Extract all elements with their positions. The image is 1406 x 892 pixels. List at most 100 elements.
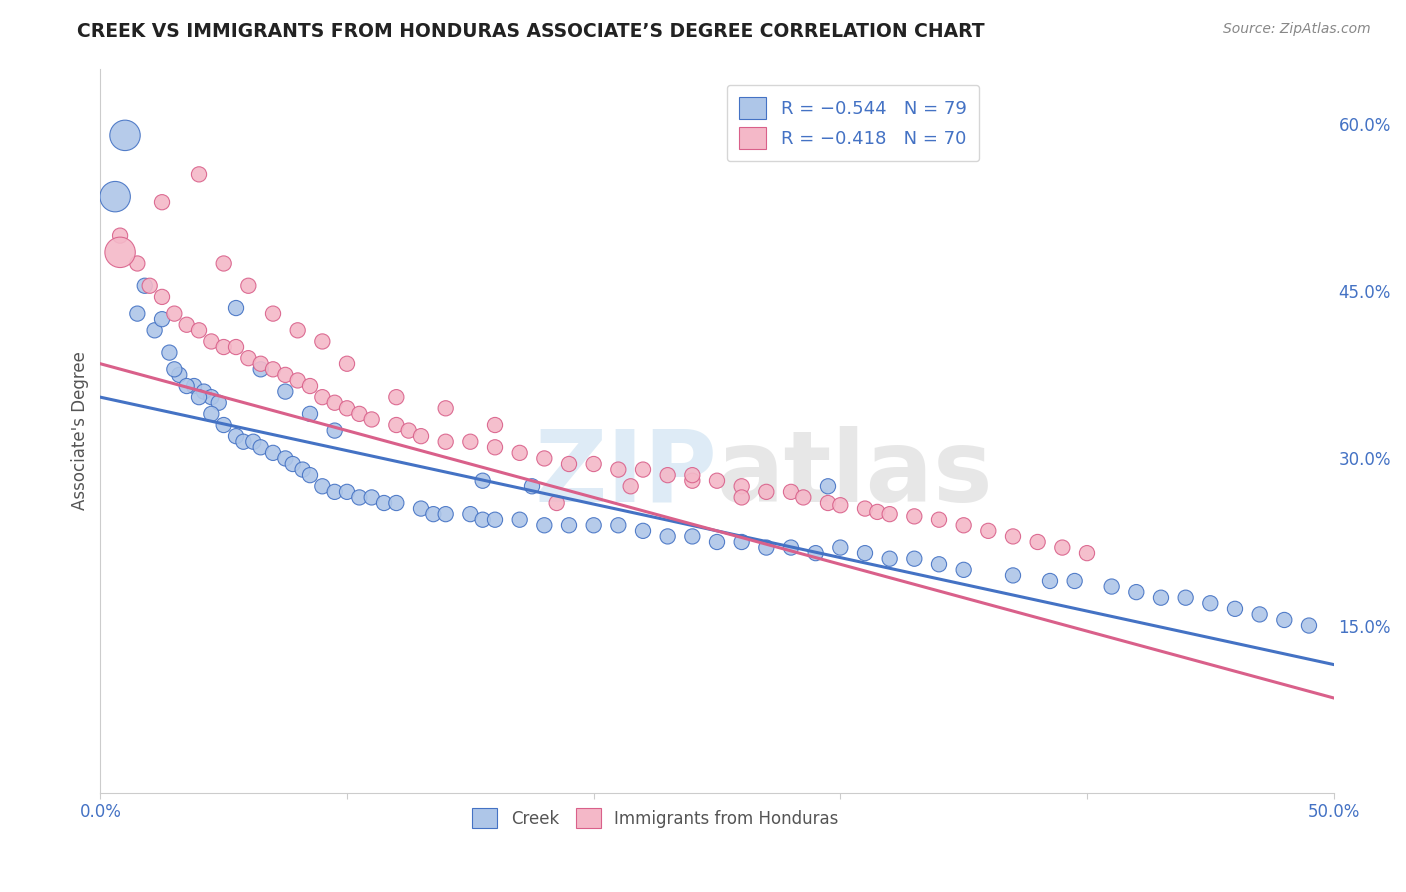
Point	[274, 368, 297, 382]
Point	[620, 479, 643, 493]
Point	[150, 195, 173, 210]
Point	[188, 323, 211, 337]
Point	[520, 479, 543, 493]
Point	[281, 457, 304, 471]
Point	[853, 546, 876, 560]
Point	[134, 278, 156, 293]
Point	[1063, 574, 1085, 588]
Point	[249, 362, 271, 376]
Point	[360, 491, 382, 505]
Point	[249, 357, 271, 371]
Point	[817, 496, 839, 510]
Point	[792, 491, 814, 505]
Point	[157, 345, 180, 359]
Point	[298, 407, 321, 421]
Point	[879, 551, 901, 566]
Point	[853, 501, 876, 516]
Point	[385, 496, 408, 510]
Point	[928, 558, 950, 572]
Point	[323, 424, 346, 438]
Point	[163, 362, 186, 376]
Point	[360, 412, 382, 426]
Point	[176, 379, 198, 393]
Point	[755, 541, 778, 555]
Point	[311, 334, 333, 349]
Point	[108, 228, 131, 243]
Point	[434, 401, 457, 416]
Point	[681, 468, 703, 483]
Point	[607, 462, 630, 476]
Point	[349, 491, 371, 505]
Point	[200, 407, 222, 421]
Point	[323, 395, 346, 409]
Point	[460, 434, 482, 449]
Point	[188, 167, 211, 181]
Text: atlas: atlas	[717, 425, 994, 523]
Point	[287, 323, 309, 337]
Point	[533, 451, 555, 466]
Point	[1101, 580, 1123, 594]
Point	[1298, 618, 1320, 632]
Point	[176, 318, 198, 332]
Point	[471, 474, 494, 488]
Point	[681, 529, 703, 543]
Point	[657, 468, 679, 483]
Point	[1272, 613, 1295, 627]
Point	[780, 484, 803, 499]
Point	[298, 379, 321, 393]
Point	[108, 245, 131, 260]
Point	[657, 529, 679, 543]
Point	[928, 513, 950, 527]
Point	[385, 417, 408, 432]
Point	[409, 429, 432, 443]
Point	[681, 474, 703, 488]
Text: CREEK VS IMMIGRANTS FROM HONDURAS ASSOCIATE’S DEGREE CORRELATION CHART: CREEK VS IMMIGRANTS FROM HONDURAS ASSOCI…	[77, 22, 986, 41]
Point	[434, 507, 457, 521]
Point	[212, 256, 235, 270]
Point	[238, 278, 260, 293]
Point	[830, 498, 852, 512]
Point	[212, 340, 235, 354]
Point	[274, 451, 297, 466]
Point	[138, 278, 160, 293]
Point	[730, 535, 752, 549]
Point	[1001, 529, 1024, 543]
Point	[274, 384, 297, 399]
Point	[1026, 535, 1049, 549]
Point	[631, 462, 654, 476]
Point	[484, 417, 506, 432]
Point	[607, 518, 630, 533]
Point	[169, 368, 191, 382]
Point	[484, 513, 506, 527]
Point	[232, 434, 254, 449]
Point	[558, 518, 581, 533]
Point	[533, 518, 555, 533]
Point	[385, 390, 408, 404]
Point	[879, 507, 901, 521]
Point	[1174, 591, 1197, 605]
Point	[484, 440, 506, 454]
Point	[150, 290, 173, 304]
Point	[336, 357, 359, 371]
Point	[200, 334, 222, 349]
Point	[830, 541, 852, 555]
Point	[1052, 541, 1074, 555]
Point	[706, 474, 728, 488]
Point	[755, 484, 778, 499]
Point	[323, 484, 346, 499]
Point	[225, 429, 247, 443]
Point	[706, 535, 728, 549]
Point	[225, 301, 247, 315]
Point	[952, 518, 974, 533]
Point	[1125, 585, 1147, 599]
Point	[262, 362, 284, 376]
Point	[582, 457, 605, 471]
Point	[730, 491, 752, 505]
Point	[582, 518, 605, 533]
Point	[422, 507, 444, 521]
Point	[336, 484, 359, 499]
Point	[460, 507, 482, 521]
Point	[804, 546, 827, 560]
Point	[434, 434, 457, 449]
Point	[298, 468, 321, 483]
